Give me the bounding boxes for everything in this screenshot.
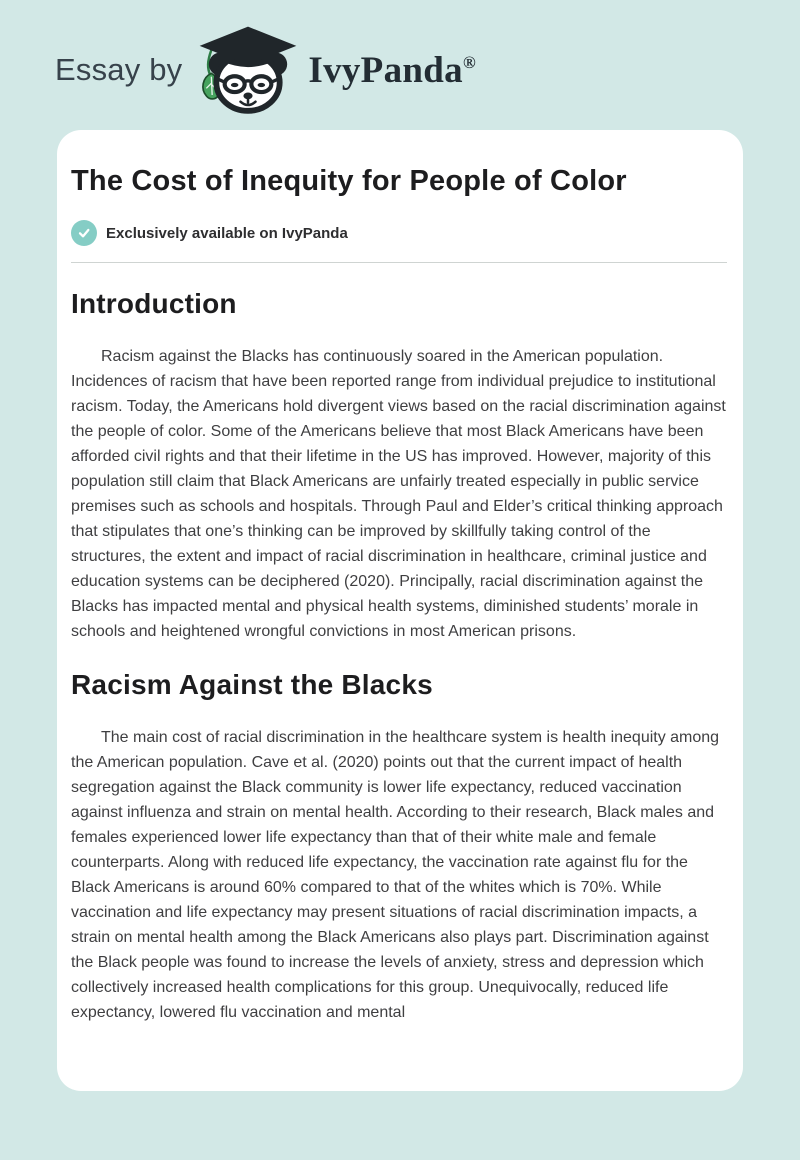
check-circle-icon bbox=[71, 220, 97, 246]
panda-logo-icon bbox=[200, 26, 297, 114]
check-icon bbox=[78, 228, 90, 238]
section-paragraph: The main cost of racial discrimination i… bbox=[71, 729, 720, 1021]
divider bbox=[71, 262, 727, 263]
site-header: Essay by bbox=[0, 0, 800, 114]
section-racism-against-the-blacks: Racism Against the Blacks The main cost … bbox=[71, 666, 727, 1025]
registered-trademark: ® bbox=[462, 52, 476, 72]
availability-badge-label: Exclusively available on IvyPanda bbox=[106, 224, 348, 242]
essay-card: The Cost of Inequity for People of Color… bbox=[57, 130, 743, 1091]
brand-name: IvyPanda® bbox=[308, 49, 476, 92]
brand-name-text: IvyPanda bbox=[308, 49, 463, 91]
section-heading: Racism Against the Blacks bbox=[71, 669, 433, 700]
page-title: The Cost of Inequity for People of Color bbox=[71, 165, 627, 197]
ivypanda-panda-graduate-logo bbox=[198, 25, 298, 115]
section-heading: Introduction bbox=[71, 288, 237, 319]
essay-by-label: Essay by bbox=[55, 52, 183, 87]
availability-badge: Exclusively available on IvyPanda bbox=[71, 220, 727, 246]
section-introduction: Introduction Racism against the Blacks h… bbox=[71, 285, 727, 644]
section-paragraph: Racism against the Blacks has continuous… bbox=[71, 348, 726, 640]
